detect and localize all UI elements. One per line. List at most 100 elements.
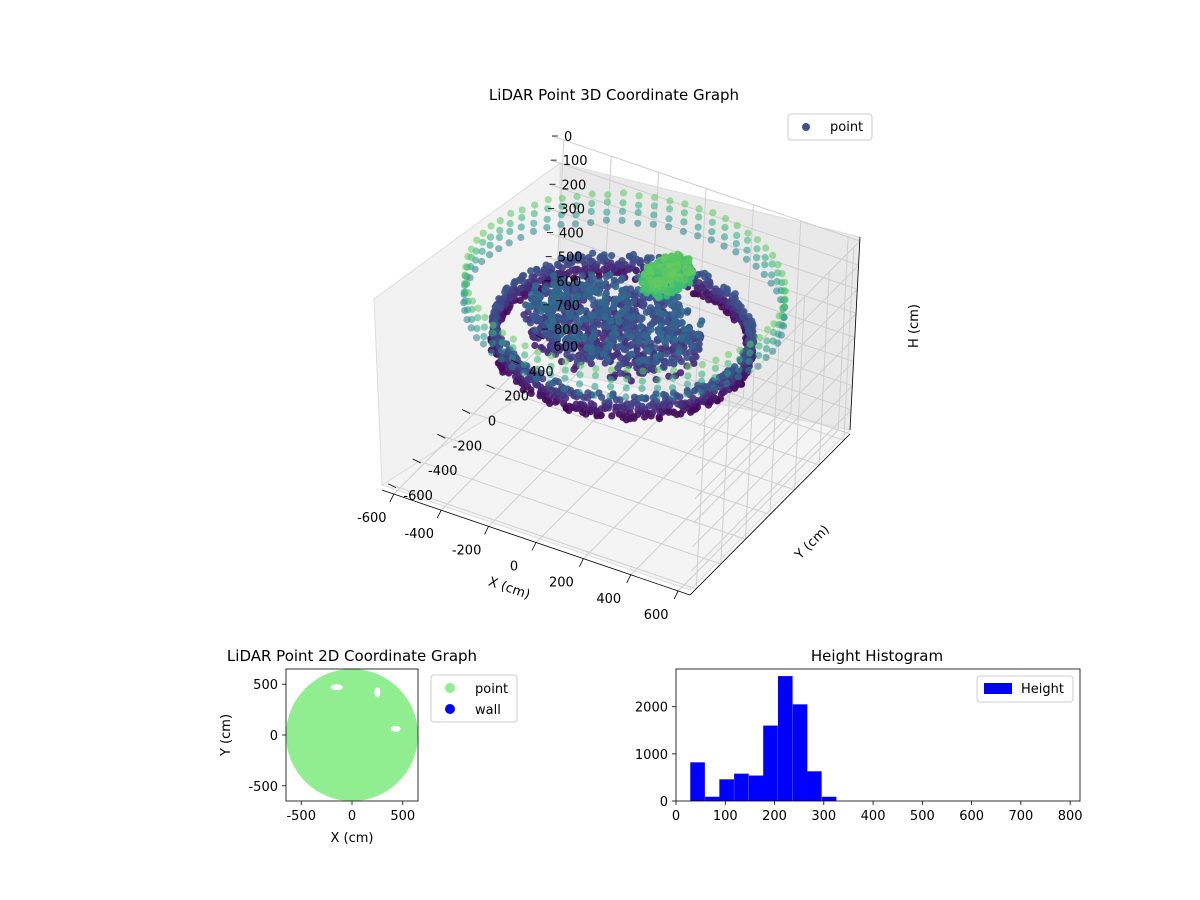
scatter-point: [638, 356, 647, 364]
scatter-point: [690, 354, 698, 362]
y-tick: [511, 359, 520, 365]
scatter-point: [598, 393, 606, 401]
x-tick-label-2d: 0: [348, 809, 356, 824]
grid-line: [694, 337, 856, 499]
scatter-3d-points: [460, 189, 790, 424]
scatter-point: [464, 289, 473, 297]
y-axis-label: Y (cm): [792, 522, 833, 563]
scatter-point: [705, 282, 714, 290]
scatter-point: [575, 319, 583, 327]
scatter-point: [746, 349, 754, 357]
scatter-point: [495, 245, 503, 253]
scatter-point: [499, 368, 507, 376]
x-tick-label-2d: -500: [286, 809, 316, 824]
scatter-point: [670, 366, 678, 374]
scatter-point: [605, 397, 613, 406]
scatter-point: [635, 192, 643, 200]
scatter-point: [473, 236, 481, 244]
scatter-point: [769, 251, 777, 259]
chart-3d: LiDAR Point 3D Coordinate Graph -600 -400…: [357, 86, 922, 623]
scatter-point: [603, 208, 611, 216]
x-tick-label-hist: 100: [713, 809, 738, 824]
scatter-point: [588, 190, 596, 198]
scatter-point: [539, 375, 547, 383]
grid-line: [693, 361, 855, 523]
scatter-point: [587, 207, 595, 216]
scatter-point: [684, 372, 692, 380]
scatter-point: [533, 355, 542, 364]
z-tick-label: 500: [558, 251, 583, 266]
scatter-point: [529, 227, 538, 235]
ticks-3d: -600-400-2000200400600-600-400-200020040…: [357, 130, 679, 623]
scatter-point: [634, 219, 642, 227]
scatter-point: [526, 319, 535, 327]
scatter-point: [588, 344, 596, 352]
scatter-point: [586, 354, 594, 362]
scatter-point: [527, 290, 536, 298]
scatter-point: [560, 276, 568, 284]
histogram-bars: [690, 676, 837, 801]
scatter-point: [677, 357, 686, 366]
scatter-point: [604, 323, 612, 331]
scatter-point: [762, 353, 770, 362]
scatter-point: [778, 270, 786, 278]
scatter-point: [604, 191, 612, 199]
scatter-point: [603, 198, 611, 206]
chart-histogram: Height Histogram 0 100 200 300 400 500 600 700 8…: [635, 647, 1083, 824]
scatter-point: [602, 216, 611, 224]
y-tick-label: -200: [453, 439, 483, 454]
scatter-point: [553, 304, 561, 312]
scatter-point: [637, 394, 646, 402]
scatter-point: [779, 304, 787, 312]
scatter-point: [670, 408, 678, 416]
scatter-point: [724, 360, 732, 368]
scatter-point: [534, 316, 542, 324]
scatter-point: [481, 313, 489, 321]
scatter-point: [588, 312, 597, 320]
scatter-point: [569, 335, 578, 343]
scatter-point: [683, 353, 691, 361]
scatter-point: [681, 200, 689, 208]
z-tick-label: 600: [557, 275, 582, 290]
scatter-point: [736, 346, 744, 354]
scatter-point: [634, 208, 642, 217]
scatter-point: [562, 270, 571, 278]
scatter-point: [696, 320, 704, 328]
legend-2d-label-point: point: [475, 682, 508, 697]
scatter-point: [752, 262, 760, 270]
x-tick-label-hist: 500: [910, 809, 935, 824]
x-tick-label: 200: [549, 576, 574, 591]
scatter-point: [589, 249, 597, 257]
grid-line: [630, 413, 792, 576]
scatter-point: [659, 390, 668, 399]
scatter-point: [688, 342, 696, 350]
scatter-point: [531, 341, 539, 350]
scatter-point: [699, 394, 707, 402]
scatter-point: [467, 245, 476, 253]
scatter-point: [732, 240, 740, 248]
y-tick-label-2d: 500: [253, 678, 278, 693]
x-tick-label: 600: [644, 608, 669, 623]
scatter-point: [695, 205, 703, 213]
scatter-point: [781, 295, 789, 303]
scatter-point: [604, 355, 612, 363]
legend-2d: point wall: [430, 674, 518, 723]
y-tick-label-2d: -500: [248, 780, 278, 795]
scatter-point: [680, 209, 689, 217]
scatter-point: [560, 316, 568, 324]
scatter-point: [670, 358, 678, 366]
scatter-point: [576, 371, 584, 379]
grid-line: [677, 429, 839, 592]
y-tick: [486, 384, 495, 390]
x-tick-label-hist: 200: [762, 809, 787, 824]
scatter-point: [588, 334, 596, 342]
chart-2d: LiDAR Point 2D Coordinate Graph -500-500…: [219, 647, 518, 846]
scatter-point: [697, 388, 705, 396]
scatter-point: [603, 344, 611, 352]
scatter-point: [746, 340, 754, 348]
scatter-point: [591, 382, 599, 390]
scatter-point: [474, 314, 482, 322]
scatter-point: [593, 260, 601, 268]
scatter-point: [558, 194, 566, 202]
scatter-point: [623, 366, 631, 374]
